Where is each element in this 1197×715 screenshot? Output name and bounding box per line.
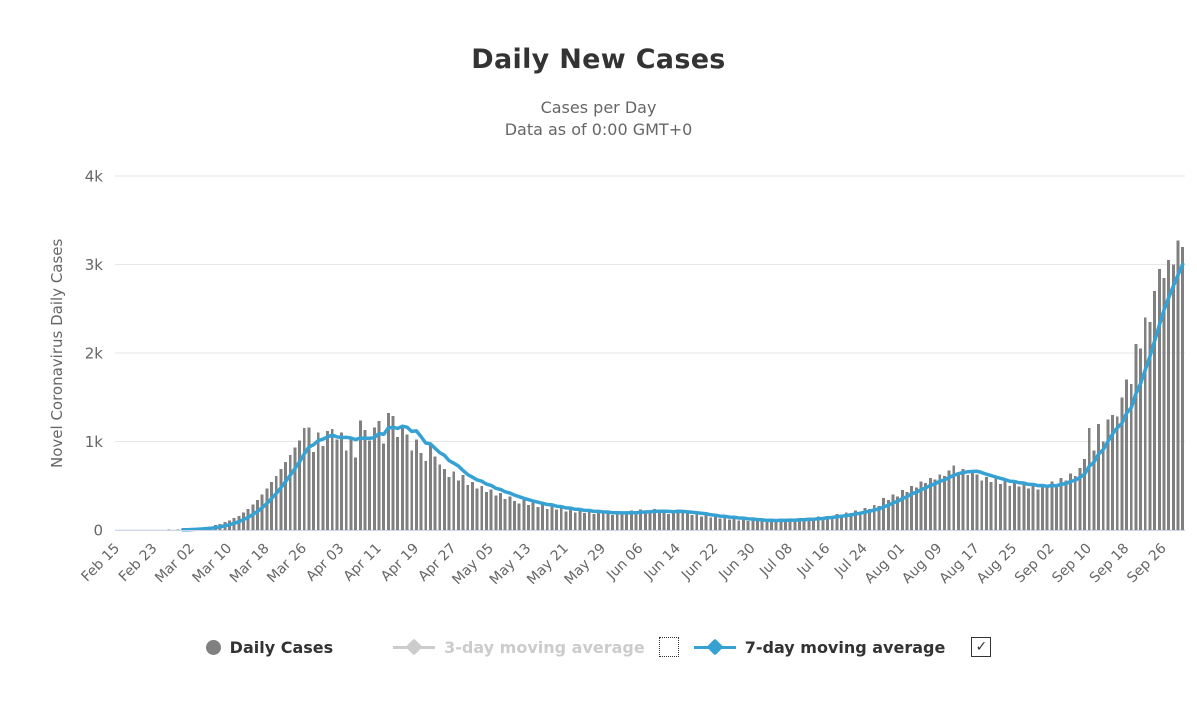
svg-text:Mar 10: Mar 10 [190, 541, 236, 587]
svg-text:0: 0 [93, 522, 103, 540]
legend-item-7-day-moving-average[interactable]: 7-day moving average [693, 637, 946, 657]
3-day-average-marker-icon [393, 638, 436, 656]
svg-text:Sep 18: Sep 18 [1087, 541, 1133, 587]
daily-cases-bars[interactable] [148, 240, 1185, 531]
legend-item-daily-cases[interactable]: Daily Cases [205, 637, 334, 657]
legend-spacer [679, 647, 694, 648]
legend-spacer [945, 647, 971, 648]
svg-text:3k: 3k [85, 256, 104, 274]
7-day-average-marker-icon [693, 638, 736, 656]
chart-subtitle: Cases per Day Data as of 0:00 GMT+0 [0, 97, 1197, 141]
legend-label-3-day-moving-average: 3-day moving average [444, 637, 645, 657]
svg-text:Jun 22: Jun 22 [678, 541, 721, 584]
svg-text:Feb 15: Feb 15 [79, 541, 124, 586]
svg-text:Sep 10: Sep 10 [1049, 541, 1095, 587]
svg-text:Feb 23: Feb 23 [116, 541, 161, 586]
legend-spacer [333, 647, 393, 648]
svg-text:Aug 01: Aug 01 [862, 541, 908, 587]
svg-text:Aug 17: Aug 17 [937, 541, 983, 587]
svg-text:Aug 25: Aug 25 [974, 541, 1020, 587]
svg-text:Apr 11: Apr 11 [341, 541, 385, 585]
svg-text:Mar 02: Mar 02 [152, 541, 198, 587]
svg-text:1k: 1k [85, 433, 104, 451]
daily-cases-marker-icon [205, 639, 221, 655]
svg-text:Jun 06: Jun 06 [603, 540, 646, 583]
chart-subtitle-line1: Cases per Day [540, 98, 657, 117]
svg-text:Mar 18: Mar 18 [227, 541, 273, 587]
svg-text:Aug 09: Aug 09 [899, 541, 945, 587]
svg-text:2k: 2k [85, 345, 104, 363]
y-axis-labels: 0 1k 2k 3k 4k [85, 168, 104, 540]
7-day-moving-average-line[interactable] [181, 262, 1185, 532]
chart-title: Daily New Cases [471, 44, 726, 75]
svg-text:May 29: May 29 [562, 541, 610, 589]
svg-text:Sep 02: Sep 02 [1012, 541, 1058, 587]
svg-text:Jul 08: Jul 08 [756, 541, 796, 581]
svg-text:Mar 26: Mar 26 [264, 540, 310, 586]
3-day-average-checkbox[interactable] [658, 637, 679, 657]
legend-spacer [645, 647, 659, 648]
svg-text:4k: 4k [85, 168, 104, 186]
svg-text:Jul 16: Jul 16 [794, 540, 834, 580]
svg-text:Apr 03: Apr 03 [303, 541, 347, 585]
svg-text:Jun 30: Jun 30 [715, 541, 758, 584]
7-day-average-checkbox[interactable]: ✓ [971, 637, 992, 657]
chart-legend: Daily Cases 3-day moving average 7-day m… [0, 637, 1197, 657]
chart-subtitle-line2: Data as of 0:00 GMT+0 [504, 120, 693, 139]
legend-item-3-day-moving-average[interactable]: 3-day moving average [393, 638, 645, 657]
svg-text:Jun 14: Jun 14 [641, 540, 684, 583]
legend-label-7-day-moving-average: 7-day moving average [744, 637, 946, 657]
svg-text:Sep 26: Sep 26 [1124, 540, 1170, 586]
legend-label-daily-cases: Daily Cases [229, 637, 334, 657]
svg-text:Apr 19: Apr 19 [378, 541, 422, 585]
